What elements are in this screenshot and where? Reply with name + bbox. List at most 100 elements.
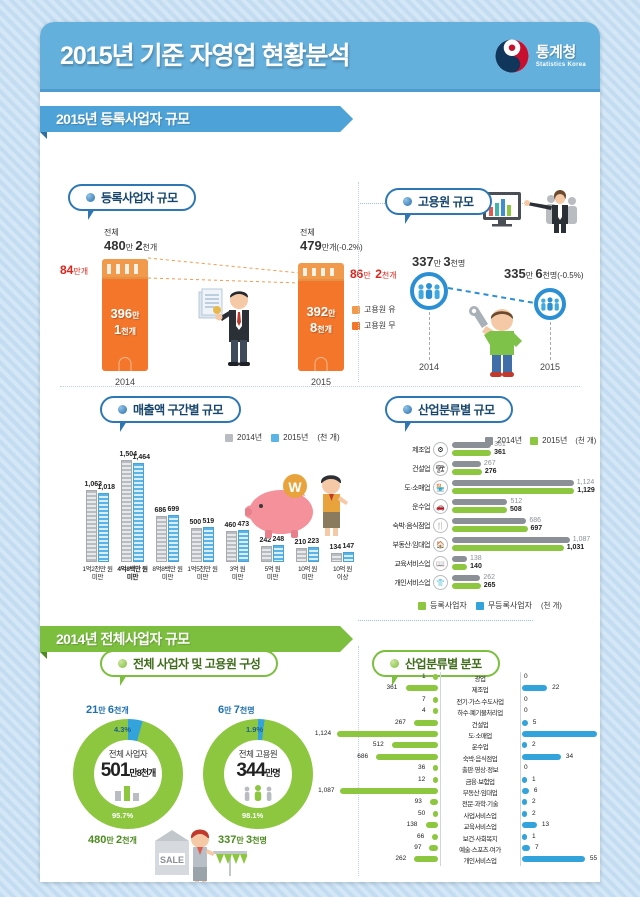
industry-bar-value: 262: [483, 574, 496, 581]
industry-bar-chart: 제조업 ⚙ 361 361 건설업 🏗 267 276 도·소매업 🏪 1,124 1,129 운수업 🚗…: [370, 440, 595, 592]
sales-xaxis-label: 8억8백만 원 미만: [152, 566, 183, 581]
legend-swatch-icon: [271, 433, 280, 442]
distribution-unregistered-value: 5: [532, 718, 537, 726]
sales-chart-bubble: 매출액 구간별 규모: [100, 396, 241, 432]
industry-bar: [452, 499, 508, 505]
body-unit2: 천개: [121, 327, 136, 336]
industry-bar-value: 1,087: [572, 536, 591, 543]
legend-swatch-icon: [485, 436, 493, 445]
distribution-registered-value: 36: [418, 764, 426, 772]
bullet-dot-icon: [118, 405, 127, 414]
distribution-unregistered-bar: [522, 731, 598, 737]
biz-2014-body-value: 396만: [102, 307, 148, 322]
distribution-registered-bar: [425, 822, 438, 829]
donut-total-business: 전체 사업자 501만8천개: [73, 719, 183, 829]
biz-2015-body-value2: 8천개: [298, 321, 344, 336]
industry-chart-unit: (천 개): [575, 436, 597, 445]
emp-2015-tick: [550, 322, 551, 360]
sales-bar: [97, 493, 109, 562]
donut1-top-value: 21만 6천개: [86, 704, 129, 716]
donut2-bottom-value: 337만 3천명: [218, 834, 267, 846]
sales-bar: [85, 490, 97, 562]
distribution-registered-value: 262: [395, 855, 407, 863]
distribution-registered-value: 1,087: [318, 787, 335, 794]
statistics-korea-logo: 통계청 Statistics Korea: [494, 38, 586, 74]
distribution-registered-bar: [391, 742, 438, 749]
sales-bar: [120, 460, 132, 562]
donut1-bottom-pct: 95.7%: [112, 811, 134, 820]
sales-xaxis-label: 10억 원 미만: [298, 566, 317, 581]
distribution-category-label: 광업: [474, 676, 486, 683]
distribution-registered-value: 1: [422, 673, 426, 680]
distribution-registered-bar: [340, 788, 438, 794]
donut2-bottom-pct: 98.1%: [242, 811, 264, 820]
distribution-unregistered-bar: [522, 833, 527, 840]
top-unit1: 만: [363, 271, 371, 280]
distribution-registered-value: 138: [406, 821, 418, 829]
distribution-category-label: 금융·보험업: [465, 778, 495, 786]
distribution-registered-bar: [433, 708, 438, 715]
distribution-registered-bar: [405, 685, 438, 692]
door-icon: [118, 357, 132, 371]
section1-banner-label: 2015년 등록사업자 규모: [56, 111, 190, 127]
sales-bar-value: 1,063: [84, 481, 103, 489]
distribution-bubble-wrap: 산업분류별 분포: [372, 650, 500, 686]
distribution-category-label: 도·소매업: [468, 733, 492, 740]
body-value: 396: [110, 306, 133, 321]
distribution-unregistered-bar: [522, 753, 561, 760]
body-value2: 8: [310, 320, 318, 335]
industry-bar-value: 361: [494, 441, 506, 448]
emp-scale-bubble-label: 고용원 규모: [418, 195, 474, 209]
sales-xaxis-label: 5억 원 미만: [264, 566, 281, 581]
sales-bar-value: 147: [342, 543, 355, 551]
legend-item-employer: 고용원 유: [352, 304, 396, 315]
total-label: 전체: [300, 228, 315, 237]
legend-item-2015: 2015년: [271, 432, 308, 443]
bullet-dot-icon: [403, 405, 412, 414]
logo-english-name: Statistics Korea: [535, 61, 586, 68]
distribution-unregistered-bar: [522, 788, 529, 794]
top-unit: 만개: [73, 267, 89, 276]
industry-bar: [452, 556, 467, 562]
sales-xaxis-label: 1억5천만 원 미만: [187, 566, 218, 581]
sales-bar: [272, 545, 284, 562]
distribution-registered-value: 686: [357, 752, 369, 760]
distribution-unregistered-bar: [522, 685, 548, 692]
distribution-registered-bar: [433, 765, 438, 772]
industry-chart-bubble-label: 산업분류별 규모: [418, 403, 495, 417]
industry-bar: [452, 480, 574, 486]
bubble-tail: [120, 421, 127, 432]
industry-bar: [452, 442, 492, 448]
sales-bar: [295, 547, 307, 562]
total-unit1: 만: [125, 243, 134, 252]
legend-label: 2015년: [283, 433, 309, 442]
value: 335: [504, 266, 526, 281]
distribution-unregistered-value: 1: [532, 775, 536, 783]
legend-item-2014: 2014년: [225, 432, 262, 443]
distribution-unregistered-bar: [522, 799, 527, 806]
distribution-axis-line: [520, 672, 521, 866]
donut1-title: 전체 사업자: [108, 748, 148, 759]
distribution-category-label: 전문·과학·기술: [461, 801, 499, 809]
distribution-unregistered-value: 6: [533, 787, 538, 794]
total-unit2: 천개: [142, 243, 158, 252]
biz-2014-body-value2: 1천개: [102, 323, 148, 338]
biz-2015-employer-segment: [298, 263, 344, 281]
industry-bar: [452, 518, 527, 524]
distribution-unregistered-value: 55: [589, 855, 598, 863]
industry-bar-value: 267: [483, 460, 496, 467]
biz-2014-year: 2014: [114, 377, 136, 387]
emp-2014-tick: [429, 312, 430, 360]
bubble-tail: [392, 675, 399, 686]
restaurant-icon: 🍴: [433, 518, 448, 533]
sales-bar: [155, 515, 167, 562]
distribution-category-label: 예술·스포츠·여가: [459, 847, 501, 854]
sales-bar-chart: 1,063 1,018 1,504 1,464 686 699 500 519 460 473 24…: [80, 451, 360, 562]
bottom-unit1: 만: [106, 836, 114, 845]
sales-bar-value: 242: [259, 536, 272, 544]
industry-bar: [452, 488, 575, 494]
distribution-registered-value: 50: [418, 809, 426, 817]
donut2-value: 344만명: [236, 760, 280, 782]
sales-chart-unit: (천 개): [317, 433, 340, 442]
industry-bar: [452, 461, 481, 467]
